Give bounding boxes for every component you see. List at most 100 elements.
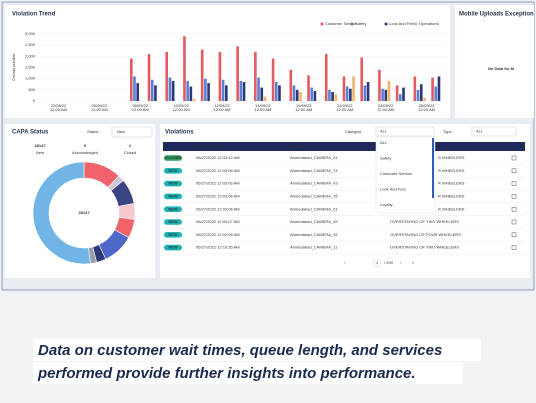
category-dropdown[interactable] bbox=[375, 126, 435, 137]
page-total: / 209 bbox=[384, 260, 394, 265]
status-text: NEW bbox=[168, 245, 178, 250]
bar bbox=[299, 92, 302, 101]
action-icon[interactable] bbox=[511, 219, 517, 225]
y-tick-label: 2,500 bbox=[25, 42, 36, 47]
x-tick-label: 12:00 AM bbox=[295, 107, 312, 112]
status-badge bbox=[164, 219, 182, 225]
bar bbox=[395, 85, 399, 101]
action-icon[interactable] bbox=[511, 232, 517, 238]
violation: R WHEELERS bbox=[438, 168, 465, 173]
violation: R WHEELERS bbox=[438, 206, 465, 211]
stat-value: 0 bbox=[84, 143, 87, 148]
timestamp: 06/27/2022 12:03:07 AM bbox=[196, 219, 240, 224]
action-icon[interactable] bbox=[511, 206, 517, 212]
status-dropdown[interactable] bbox=[111, 126, 153, 138]
x-tick-label: 06/09/22 bbox=[92, 103, 108, 108]
bar bbox=[307, 75, 310, 101]
column-header: Location bbox=[290, 144, 305, 149]
bar bbox=[434, 86, 438, 101]
status-text: NEW bbox=[168, 219, 178, 224]
location: Ahmedabad_CAMERA_01 bbox=[290, 206, 338, 211]
panel-title: Mobile Uploads Exception bbox=[459, 12, 534, 18]
x-tick-label: 12:00 AM bbox=[132, 107, 149, 112]
status-value: New bbox=[117, 129, 125, 134]
dropdown-option[interactable]: Look And Feel bbox=[380, 187, 406, 192]
y-tick-label: 0 bbox=[33, 98, 36, 103]
stat-label: New bbox=[36, 150, 44, 155]
caption: performed provide further insights into … bbox=[37, 365, 416, 382]
bar bbox=[349, 88, 352, 101]
action-icon[interactable] bbox=[511, 168, 517, 174]
empty-message: No Data for M bbox=[488, 66, 515, 71]
bar bbox=[200, 49, 204, 101]
bar bbox=[399, 94, 402, 101]
dropdown-option[interactable]: Customer Service bbox=[380, 171, 413, 176]
x-tick-label: 24/09/22 bbox=[378, 103, 394, 108]
location: Ahmedabad_CAMERA_45 bbox=[290, 219, 338, 224]
action-icon[interactable] bbox=[511, 194, 517, 199]
dropdown-option[interactable]: Safety bbox=[380, 156, 391, 161]
stat-value: 1 bbox=[129, 143, 132, 148]
violation: OVERSTAYING OF FOUR WHEELERS bbox=[390, 232, 461, 237]
caption: Data on customer wait times, queue lengt… bbox=[38, 342, 442, 359]
bar bbox=[295, 89, 299, 101]
status-badge bbox=[164, 232, 182, 238]
bar bbox=[150, 79, 154, 101]
bar bbox=[204, 78, 207, 101]
bar bbox=[387, 80, 391, 101]
action-icon[interactable] bbox=[511, 181, 517, 186]
bar bbox=[189, 86, 193, 101]
action-icon[interactable] bbox=[511, 155, 517, 161]
bar bbox=[384, 89, 388, 101]
x-tick-label: 10/09/22 bbox=[173, 103, 189, 108]
status-text: NEW bbox=[168, 181, 178, 186]
bar bbox=[334, 94, 338, 101]
bar bbox=[147, 54, 151, 101]
stat-value: 28147 bbox=[34, 143, 46, 148]
stat-label: Closed bbox=[124, 150, 136, 155]
legend-label: Customer Service bbox=[325, 21, 358, 26]
timestamp: 06/27/2022 12:03:06 AM bbox=[196, 168, 240, 173]
type-label: Type : bbox=[443, 129, 454, 134]
location: Ahmedabad_CAMERA_15 bbox=[290, 193, 338, 198]
legend-label: Look And Feel bbox=[389, 21, 415, 26]
violation: OVERSTAYING OF TWO WHEELERS bbox=[390, 245, 459, 250]
bar bbox=[271, 58, 275, 101]
category-label: Category : bbox=[345, 129, 363, 134]
page-last[interactable]: » bbox=[412, 260, 415, 265]
dropdown-option[interactable]: Loyalty bbox=[380, 202, 393, 207]
bar bbox=[257, 77, 260, 101]
dropdown-list bbox=[375, 136, 436, 214]
x-tick-label: 22/08/22 bbox=[51, 103, 67, 108]
status-text: NEW bbox=[168, 168, 178, 173]
location: Ahmedabad_CAMERA_15 bbox=[290, 232, 338, 237]
status-text: NEW bbox=[168, 193, 178, 198]
stat-label: Acknowledged bbox=[72, 150, 98, 155]
bar bbox=[171, 80, 175, 101]
bar bbox=[292, 85, 296, 101]
type-dropdown[interactable] bbox=[471, 126, 517, 137]
bar bbox=[207, 83, 210, 101]
bar bbox=[402, 87, 405, 101]
bar bbox=[437, 76, 441, 101]
x-tick-label: 12:00 AM bbox=[173, 107, 190, 112]
dropdown-option[interactable]: ALL bbox=[380, 140, 388, 145]
page-current-bg bbox=[372, 258, 382, 268]
legend-swatch bbox=[414, 22, 418, 26]
legend-swatch bbox=[384, 22, 388, 26]
page-prev[interactable]: ‹ bbox=[344, 260, 346, 265]
bar bbox=[183, 36, 186, 101]
page-next[interactable]: › bbox=[400, 260, 402, 265]
bar bbox=[363, 85, 367, 101]
bar bbox=[133, 76, 136, 101]
bar bbox=[431, 77, 434, 101]
action-icon[interactable] bbox=[511, 245, 517, 250]
y-tick-label: 1,000 bbox=[25, 76, 36, 81]
violation: R WHEELERS bbox=[438, 181, 465, 186]
bar bbox=[186, 80, 189, 101]
status-badge bbox=[164, 168, 182, 174]
bar bbox=[345, 86, 349, 101]
x-tick-label: 12:00 AM bbox=[377, 107, 394, 112]
x-tick-label: 12:00 AM bbox=[214, 107, 231, 112]
